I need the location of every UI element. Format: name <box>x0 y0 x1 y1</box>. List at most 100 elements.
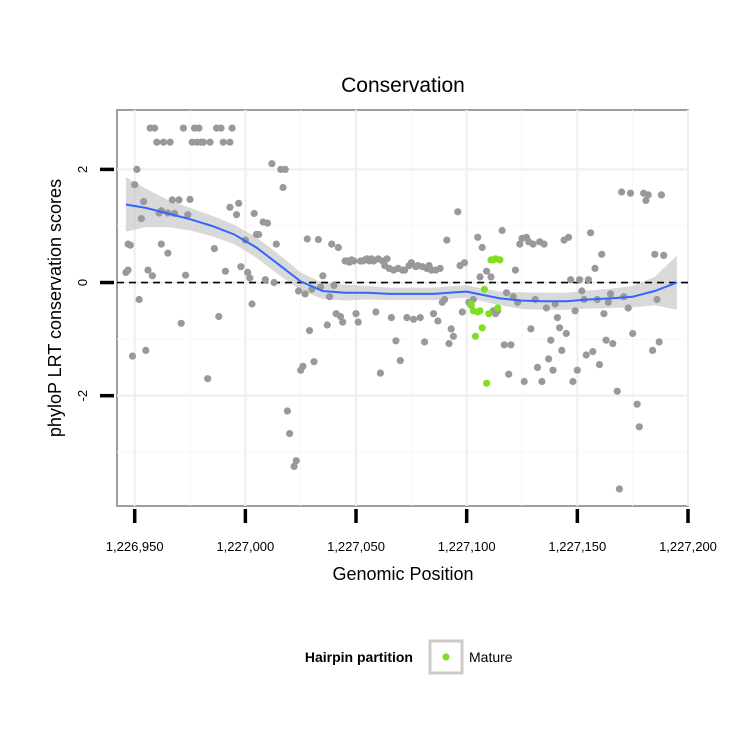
point-other <box>571 307 579 315</box>
point-other <box>148 272 156 280</box>
point-other <box>372 308 380 316</box>
point-other <box>195 124 203 132</box>
point-other <box>350 257 358 265</box>
point-other <box>301 290 309 298</box>
point-other <box>642 196 650 205</box>
point-other <box>396 357 404 365</box>
point-other <box>246 274 254 282</box>
point-other <box>250 209 258 218</box>
point-other <box>584 276 593 284</box>
point-other <box>352 310 360 318</box>
point-other <box>454 208 462 216</box>
point-other <box>354 318 362 326</box>
point-other <box>538 377 546 386</box>
point-other <box>429 310 438 318</box>
point-other <box>460 259 469 267</box>
point-other <box>244 268 252 276</box>
point-other <box>179 124 187 132</box>
point-other <box>553 314 562 322</box>
x-tick-label: 1,227,100 <box>438 539 496 554</box>
point-other <box>401 266 409 274</box>
point-other <box>458 308 466 316</box>
point-other <box>133 165 141 173</box>
point-other <box>319 272 327 280</box>
point-other <box>135 295 143 304</box>
point-other <box>443 236 451 244</box>
smooth-line <box>125 203 678 303</box>
point-other <box>447 325 455 333</box>
point-other <box>416 314 424 322</box>
point-other <box>547 336 555 344</box>
point-other <box>449 332 457 340</box>
point-other <box>310 358 318 366</box>
point-other <box>505 370 513 378</box>
point-other <box>328 240 336 248</box>
point-other <box>248 300 256 308</box>
point-other <box>410 315 418 323</box>
point-other <box>126 241 134 249</box>
point-other <box>441 295 449 304</box>
point-mature <box>496 256 504 264</box>
point-other <box>613 387 621 395</box>
point-other <box>578 287 586 295</box>
point-other <box>591 264 599 272</box>
point-other <box>164 249 172 257</box>
point-other <box>303 235 311 243</box>
point-other <box>137 215 145 223</box>
point-other <box>562 329 570 338</box>
point-other <box>516 240 524 248</box>
x-tick-label: 1,226,950 <box>106 539 164 554</box>
point-other <box>387 314 395 322</box>
point-other <box>629 329 637 338</box>
x-tick-label: 1,227,050 <box>327 539 385 554</box>
point-other <box>336 312 345 321</box>
legend-label-mature: Mature <box>469 649 513 665</box>
point-other <box>558 346 566 354</box>
point-other <box>286 430 294 438</box>
point-other <box>339 318 347 326</box>
point-other <box>624 304 632 312</box>
point-other <box>226 203 234 211</box>
point-other <box>609 340 617 348</box>
point-other <box>305 327 314 335</box>
y-tick-label: 0 <box>75 279 90 286</box>
point-other <box>294 287 303 295</box>
y-axis-title: phyloP LRT conservation scores <box>45 179 65 437</box>
point-other <box>184 211 192 219</box>
x-tick-label: 1,227,000 <box>216 539 274 554</box>
point-other <box>334 243 342 252</box>
axes: 1,226,950 1,227,000 1,227,050 1,227,100 1,22… <box>75 166 717 554</box>
point-other <box>142 346 150 354</box>
point-other <box>263 219 272 227</box>
point-other <box>589 348 597 356</box>
point-other <box>436 264 444 272</box>
point-other <box>542 304 551 312</box>
point-other <box>476 273 484 281</box>
legend-title: Hairpin partition <box>305 649 413 665</box>
x-tick-label: 1,227,150 <box>548 539 606 554</box>
point-other <box>507 341 515 349</box>
point-other <box>199 138 207 146</box>
point-other <box>434 317 442 325</box>
point-other <box>166 138 174 146</box>
point-other <box>618 188 626 196</box>
x-tick-label: 1,227,200 <box>659 539 717 554</box>
point-other <box>272 240 280 248</box>
y-tick-label: -2 <box>75 390 90 402</box>
point-other <box>124 266 132 274</box>
point-other <box>653 295 661 304</box>
point-other <box>157 240 165 248</box>
point-mature <box>494 304 502 312</box>
point-other <box>383 255 391 263</box>
point-other <box>228 124 236 132</box>
point-other <box>290 462 298 470</box>
point-other <box>217 124 225 132</box>
point-other <box>186 195 194 203</box>
point-other <box>403 314 411 322</box>
point-other <box>283 407 291 415</box>
point-other <box>177 319 185 327</box>
data-points <box>122 124 668 493</box>
point-other <box>279 183 287 192</box>
point-other <box>540 240 548 248</box>
